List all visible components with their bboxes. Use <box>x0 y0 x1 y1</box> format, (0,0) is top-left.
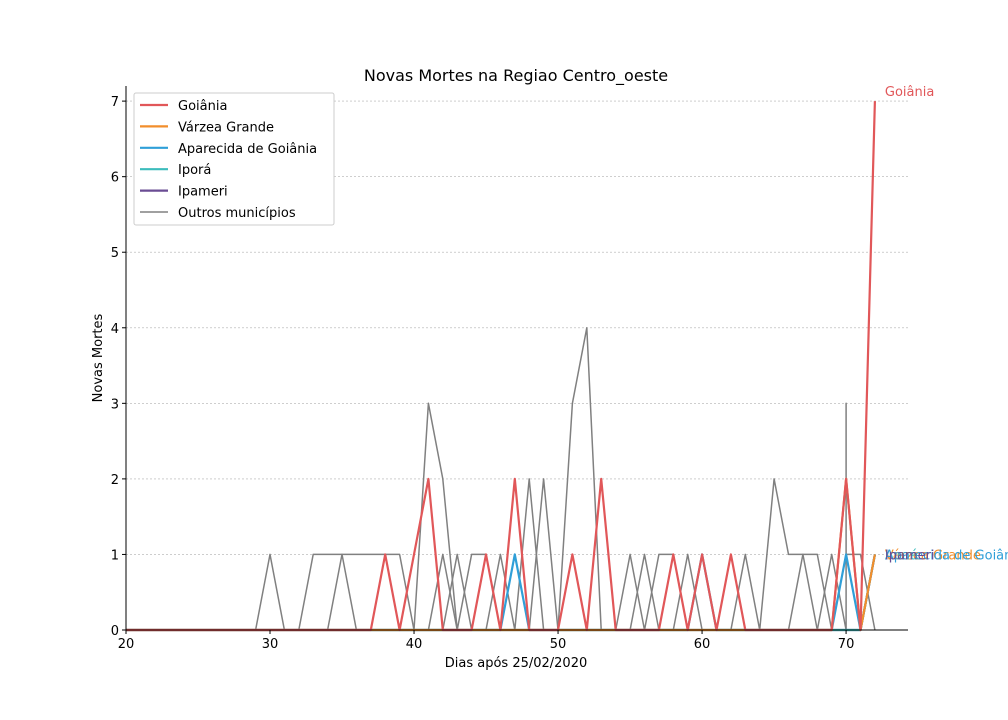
y-tick-label: 5 <box>111 246 119 261</box>
legend-label: Várzea Grande <box>178 120 274 135</box>
outros-municipios-line <box>672 553 703 631</box>
legend-label: Goiânia <box>178 99 227 114</box>
outros-municipios-line <box>758 478 833 631</box>
outros-municipios-line <box>298 553 415 631</box>
x-tick-label: 20 <box>118 637 135 652</box>
x-tick-label: 30 <box>262 637 279 652</box>
outros-municipios-line <box>485 553 516 631</box>
outros-municipios-line <box>787 553 819 631</box>
y-tick-label: 7 <box>111 95 119 110</box>
legend-label: Ipameri <box>178 185 228 200</box>
legend-items: Goiânia Várzea Grande Aparecida de Goiânia… <box>140 99 317 221</box>
ticks: 0 1 2 3 4 5 6 7 20 30 40 50 60 70 <box>111 95 855 652</box>
outros-municipios-line <box>614 553 646 631</box>
outros-municipios-line <box>730 553 761 631</box>
legend-box <box>133 92 335 226</box>
y-axis-title: Novas Mortes <box>91 313 106 402</box>
outros-municipios-line <box>427 553 458 631</box>
legend-label: Aparecida de Goiânia <box>178 142 317 157</box>
outros-municipios-line <box>557 327 602 631</box>
outros-municipios-line <box>629 553 660 631</box>
y-tick-label: 0 <box>111 624 119 639</box>
end-label: Goiânia <box>885 85 934 100</box>
legend: Goiânia Várzea Grande Aparecida de Goiânia… <box>133 92 335 226</box>
chart-title: Novas Mortes na Regiao Centro_oeste <box>364 66 668 86</box>
y-tick-label: 2 <box>111 473 119 488</box>
y-tick-label: 4 <box>111 322 119 337</box>
legend-label: Iporá <box>178 163 211 178</box>
end-label: Ipameri <box>885 548 935 563</box>
end-label: Aparecida de Goiânia <box>885 548 1008 563</box>
legend-label: Outros municípios <box>178 206 296 221</box>
outros-municipios-line <box>528 478 559 631</box>
outros-municipios-line <box>816 553 847 631</box>
x-axis-title: Dias após 25/02/2020 <box>445 656 588 671</box>
y-tick-label: 1 <box>111 548 119 563</box>
end-label: Iporá <box>885 548 918 563</box>
x-tick-label: 70 <box>838 637 855 652</box>
outros-municipios-line <box>442 553 473 631</box>
x-tick-label: 60 <box>694 637 711 652</box>
outros-municipios-line <box>326 553 358 631</box>
y-tick-label: 6 <box>111 171 119 186</box>
x-tick-label: 50 <box>550 637 567 652</box>
y-tick-label: 3 <box>111 397 119 412</box>
outros-municipios-line <box>254 553 286 631</box>
x-tick-label: 40 <box>406 637 423 652</box>
end-label: Várzea Grande <box>885 548 981 563</box>
